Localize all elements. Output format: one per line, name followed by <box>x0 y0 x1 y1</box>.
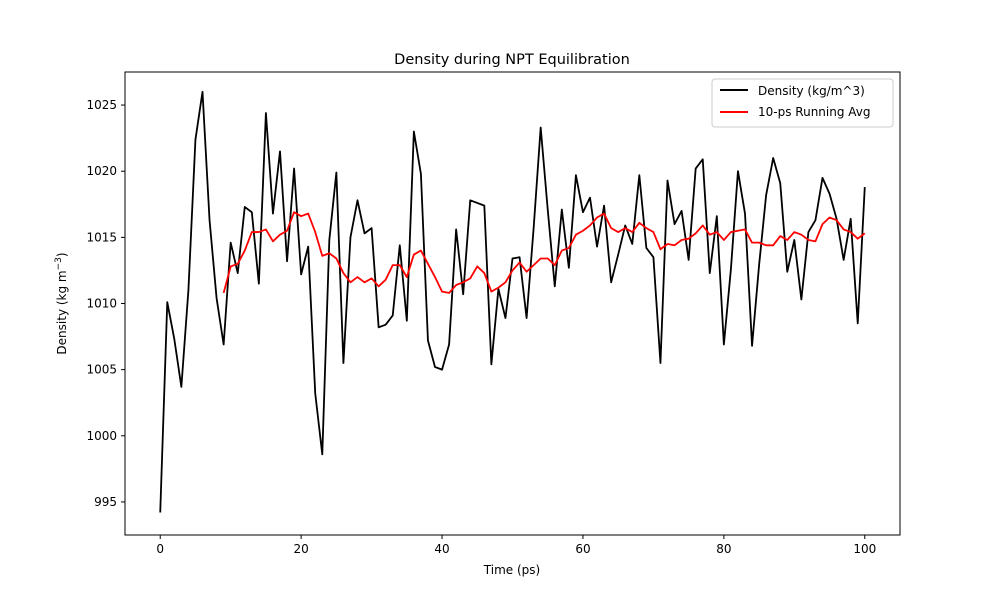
x-axis-label: Time (ps) <box>483 563 540 577</box>
legend-label-running-avg: 10-ps Running Avg <box>758 105 871 119</box>
y-tick-label: 995 <box>94 495 117 509</box>
y-axis-label-main: Density (kg m <box>55 270 69 354</box>
y-axis-label-superscript: −3 <box>54 257 64 270</box>
y-axis-label: Density (kg m−3) <box>54 252 69 354</box>
legend-label-density: Density (kg/m^3) <box>758 84 865 98</box>
x-tick-label: 40 <box>434 542 449 556</box>
y-axis-label-end: ) <box>55 252 69 257</box>
y-tick-label: 1020 <box>86 164 117 178</box>
y-tick-label: 1015 <box>86 230 117 244</box>
x-tick-label: 100 <box>853 542 876 556</box>
legend-box <box>711 78 894 128</box>
y-tick-label: 1005 <box>86 363 117 377</box>
x-tick-label: 80 <box>716 542 731 556</box>
chart-title: Density during NPT Equilibration <box>394 52 630 68</box>
x-tick-label: 60 <box>575 542 590 556</box>
y-tick-label: 1010 <box>86 297 117 311</box>
series-line-running-avg <box>222 211 866 294</box>
legend: Density (kg/m^3) 10-ps Running Avg <box>711 78 894 128</box>
axes-ticks: 0 20 40 60 80 100 995 1000 1005 1010 1015 1020 1025 <box>86 98 876 556</box>
plot-area <box>159 90 866 513</box>
y-tick-label: 1025 <box>86 98 117 112</box>
x-tick-label: 0 <box>156 542 164 556</box>
series-line-density <box>159 90 866 513</box>
y-tick-label: 1000 <box>86 429 117 443</box>
x-tick-label: 20 <box>293 542 308 556</box>
